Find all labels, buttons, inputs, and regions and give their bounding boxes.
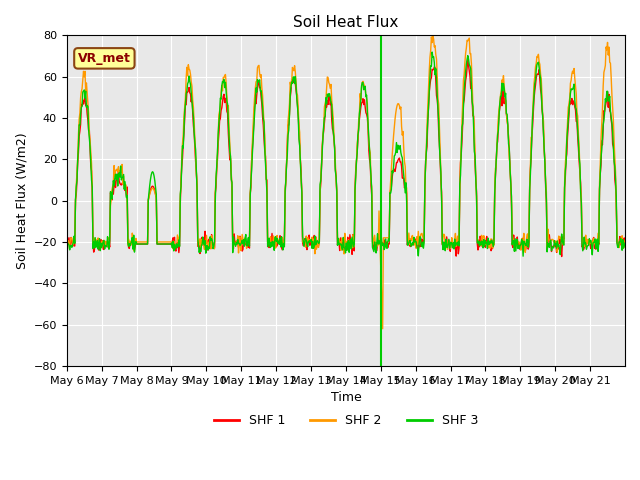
SHF 3 <box>519 253 527 259</box>
SHF 3 <box>129 235 136 240</box>
SHF 1 <box>63 239 70 245</box>
SHF 2 <box>259 92 266 98</box>
SHF 1 <box>621 240 629 245</box>
SHF 1 <box>435 128 442 134</box>
X-axis label: Time: Time <box>330 391 361 404</box>
SHF 3 <box>63 240 70 246</box>
SHF 3 <box>259 104 266 110</box>
SHF 1 <box>558 253 566 259</box>
Title: Soil Heat Flux: Soil Heat Flux <box>293 15 399 30</box>
SHF 2 <box>379 326 387 332</box>
SHF 3 <box>428 49 436 55</box>
SHF 1 <box>259 113 266 119</box>
Line: SHF 2: SHF 2 <box>67 36 625 329</box>
Line: SHF 1: SHF 1 <box>67 60 625 256</box>
SHF 2 <box>63 238 70 243</box>
Y-axis label: Soil Heat Flux (W/m2): Soil Heat Flux (W/m2) <box>15 132 28 269</box>
SHF 2 <box>429 34 436 39</box>
SHF 1 <box>280 241 287 247</box>
SHF 2 <box>404 241 412 247</box>
SHF 3 <box>621 240 629 246</box>
SHF 1 <box>129 239 136 245</box>
Legend: SHF 1, SHF 2, SHF 3: SHF 1, SHF 2, SHF 3 <box>209 409 483 432</box>
SHF 3 <box>231 241 239 247</box>
SHF 3 <box>280 240 287 246</box>
SHF 2 <box>621 238 629 243</box>
SHF 2 <box>280 239 287 244</box>
SHF 2 <box>231 241 239 247</box>
SHF 3 <box>404 242 412 248</box>
SHF 2 <box>436 146 444 152</box>
SHF 1 <box>464 57 472 62</box>
SHF 1 <box>231 240 239 246</box>
SHF 1 <box>404 242 412 248</box>
SHF 2 <box>129 230 136 236</box>
SHF 3 <box>436 143 444 149</box>
Line: SHF 3: SHF 3 <box>67 52 625 256</box>
Text: VR_met: VR_met <box>78 52 131 65</box>
